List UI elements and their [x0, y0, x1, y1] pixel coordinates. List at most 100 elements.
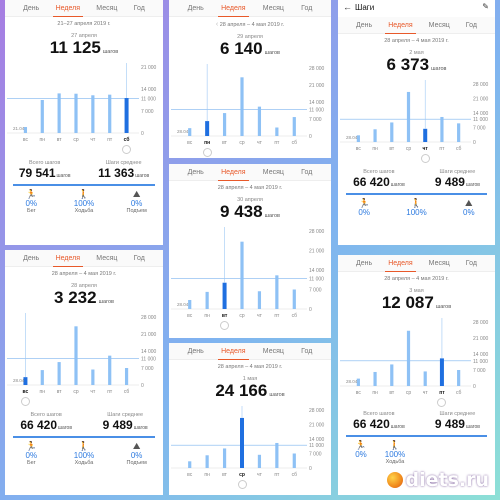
scrubber-knob[interactable] [437, 398, 447, 407]
tab-month[interactable]: Месяц [262, 168, 284, 176]
tab-week[interactable]: Неделя [385, 258, 417, 272]
date-range[interactable]: 21–27 апреля 2019 г. [57, 21, 111, 27]
tab-year[interactable]: Год [133, 254, 145, 262]
activity-walk[interactable]: 🚶 100% Ходьба [67, 189, 101, 214]
week-start-label: 28.04 [346, 135, 358, 140]
scrubber-knob[interactable] [20, 397, 30, 406]
activity-walk[interactable]: 🚶 100% Ходьба [67, 441, 101, 466]
watermark-text: diets.ru [405, 469, 489, 491]
period-tabs: День Неделя Месяц Год [169, 0, 331, 17]
date-range[interactable]: 28 апреля – 4 мая 2019 г. [384, 38, 449, 44]
avg-steps-value: 9 489 [434, 417, 465, 431]
avg-steps-unit: шагов [465, 182, 480, 188]
tab-day[interactable]: День [356, 259, 373, 267]
date-range[interactable]: 28 апреля – 4 мая 2019 г. [217, 185, 283, 191]
tab-day[interactable]: День [187, 168, 204, 176]
tab-week[interactable]: Неделя [52, 3, 84, 17]
activity-walk[interactable]: 🚶 100% [399, 198, 433, 217]
date-range[interactable]: 28 апреля – 4 мая 2019 г. [217, 364, 283, 370]
steps-chart[interactable]: 28 000 21 000 14 000 11 000 7 000 0 вс пн вт ср чт… [338, 78, 495, 163]
scrubber-knob[interactable] [122, 145, 132, 154]
tab-week[interactable]: Неделя [218, 3, 249, 17]
activity-run[interactable]: 🏃 0% Бег [14, 189, 48, 214]
activity-run[interactable]: 🏃 0% [347, 198, 381, 217]
activity-percent: 100% [73, 199, 95, 208]
activity-name: Подъем [126, 208, 147, 214]
tab-week[interactable]: Неделя [218, 167, 249, 181]
x-tick-label: сб [124, 389, 130, 395]
activity-climb[interactable]: ⛰ 0% Подъем [120, 441, 154, 466]
tab-month[interactable]: Месяц [428, 21, 450, 29]
walking-icon: 🚶 [410, 198, 423, 208]
activity-percent: 0% [25, 199, 38, 208]
scrubber-knob[interactable] [237, 480, 247, 489]
tab-day[interactable]: День [356, 21, 373, 29]
tab-year[interactable]: Год [465, 21, 477, 29]
edit-icon[interactable]: ✎ [482, 2, 489, 11]
chart-bar [57, 362, 61, 385]
screen-week-apr29: День Неделя Месяц Год ‹ 28 апреля – 4 ма… [169, 0, 331, 158]
tab-month[interactable]: Месяц [96, 4, 118, 12]
activity-run[interactable]: 🏃 0% [344, 440, 378, 465]
scrubber-knob[interactable] [220, 321, 230, 330]
steps-chart[interactable]: 28 000 21 000 14 000 11 000 7 000 0 вс пн вт ср чт… [338, 316, 495, 407]
tab-year[interactable]: Год [301, 347, 313, 355]
chart-bar [257, 106, 262, 136]
steps-chart[interactable]: 28 000 21 000 14 000 11 000 7 000 0 вс пн вт ср чт… [5, 311, 163, 406]
total-steps-label: Всего шагов [30, 412, 62, 418]
y-tick-label: 28 000 [309, 66, 325, 72]
chart-bar [292, 453, 296, 468]
tab-year[interactable]: Год [301, 168, 313, 176]
activity-climb[interactable]: ⛰ 0% Подъем [120, 189, 154, 214]
chart-bar [91, 369, 95, 385]
scrubber-knob[interactable] [202, 148, 212, 157]
tab-year[interactable]: Год [133, 4, 145, 12]
walking-icon: 🚶 [78, 441, 90, 451]
prev-arrow-icon[interactable]: ‹ [215, 21, 219, 28]
date-range[interactable]: 28 апреля – 4 мая 2019 г. [51, 271, 117, 277]
activity-walk[interactable]: 🚶 100% Ходьба [378, 440, 412, 465]
tab-day[interactable]: День [23, 4, 40, 12]
x-tick-label: сб [292, 313, 298, 319]
activity-breakdown: 🏃 0% Бег 🚶 100% Ходьба ⛰ 0% Подъем [5, 438, 163, 466]
tab-week[interactable]: Неделя [385, 20, 417, 34]
running-icon: 🏃 [25, 189, 37, 199]
activity-climb[interactable]: ⛰ 0% [452, 198, 486, 217]
steps-chart[interactable]: 28 000 21 000 14 000 11 000 7 000 0 вс пн вт ср чт… [169, 225, 331, 330]
tab-day[interactable]: День [187, 347, 204, 355]
y-tick-label: 28 000 [473, 82, 489, 88]
tab-day[interactable]: День [187, 4, 204, 12]
steps-chart[interactable]: 21 000 14 000 11 000 7 000 0 вс пн вт ср чт пт сб 21… [5, 61, 163, 154]
tab-month[interactable]: Месяц [262, 347, 284, 355]
tab-month[interactable]: Месяц [428, 259, 450, 267]
tab-year[interactable]: Год [301, 4, 313, 12]
tab-day[interactable]: День [23, 254, 40, 262]
tab-week[interactable]: Неделя [218, 346, 249, 360]
period-tabs: День Неделя Месяц Год [5, 250, 163, 267]
chart-bar [390, 364, 394, 386]
chart-bar [457, 123, 461, 142]
tab-week[interactable]: Неделя [52, 253, 84, 267]
steps-chart[interactable]: 28 000 21 000 14 000 11 000 7 000 0 вс пн вт ср чт… [169, 404, 331, 489]
total-steps-value: 66 420 [353, 417, 390, 431]
activity-percent: 0% [358, 208, 370, 217]
x-tick-label: вс [187, 313, 193, 319]
activity-percent: 0% [130, 199, 143, 208]
x-tick-label: пт [107, 137, 113, 143]
date-range[interactable]: 28 апреля – 4 мая 2019 г. [384, 276, 449, 282]
tab-month[interactable]: Месяц [96, 254, 118, 262]
total-steps-label: Всего шагов [363, 411, 395, 417]
tab-year[interactable]: Год [465, 259, 477, 267]
y-tick-label: 28 000 [309, 229, 325, 235]
y-tick-label: 11 000 [309, 443, 324, 449]
chart-bar [124, 368, 129, 385]
y-tick-label: 11 000 [309, 276, 324, 282]
activity-run[interactable]: 🏃 0% Бег [14, 441, 48, 466]
avg-steps-value: 11 363 [98, 166, 135, 180]
scrubber-knob[interactable] [420, 154, 430, 163]
back-arrow-icon[interactable]: ← [343, 2, 352, 12]
y-tick-label: 14 000 [473, 352, 489, 358]
steps-chart[interactable]: 28 000 21 000 14 000 11 000 7 000 0 вс пн вт ср чт… [169, 62, 331, 157]
avg-steps-label: Шаги среднее [105, 160, 142, 166]
tab-month[interactable]: Месяц [262, 4, 284, 12]
